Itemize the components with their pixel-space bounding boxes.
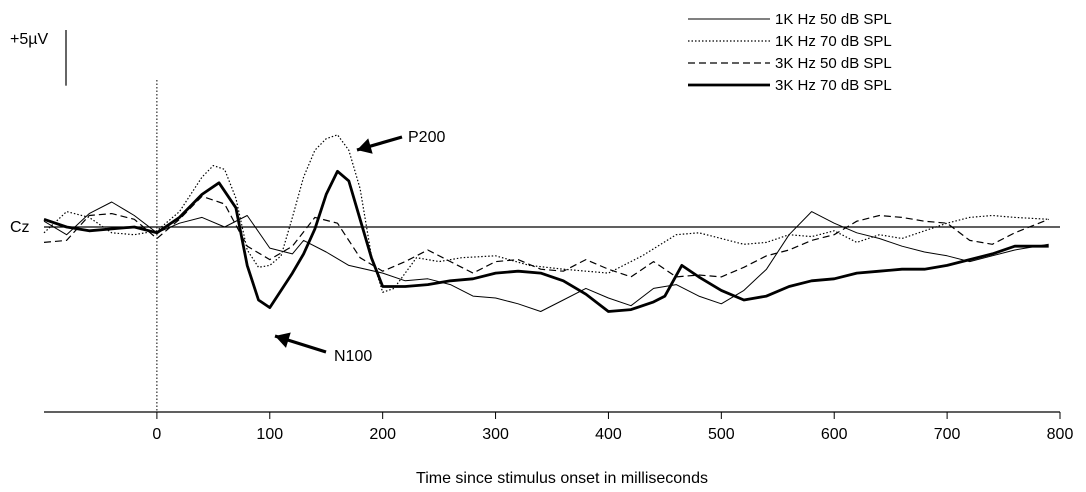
legend: 1K Hz 50 dB SPL 1K Hz 70 dB SPL 3K Hz 50 d… (688, 11, 892, 94)
channel-label: Cz (10, 219, 30, 236)
annotations: P200 N100 (275, 129, 445, 365)
x-axis: 0 100 200 300 400 500 600 700 800 (44, 412, 1073, 443)
plot-area (44, 30, 1060, 412)
scale-bar-label: +5µV (10, 31, 48, 48)
legend-label-2: 1K Hz 70 dB SPL (775, 33, 892, 50)
x-tick-label-800: 800 (1047, 426, 1074, 443)
x-tick-label-500: 500 (708, 426, 735, 443)
series-line-3 (44, 196, 1049, 277)
n100-label: N100 (334, 348, 372, 365)
x-tick-label-100: 100 (256, 426, 283, 443)
series-line-4 (44, 171, 1049, 311)
x-axis-title: Time since stimulus onset in millisecond… (416, 470, 708, 487)
x-tick-label-400: 400 (595, 426, 622, 443)
p200-label: P200 (408, 129, 445, 146)
legend-label-1: 1K Hz 50 dB SPL (775, 11, 892, 28)
x-tick-label-600: 600 (821, 426, 848, 443)
x-tick-label-0: 0 (152, 426, 161, 443)
p200-arrow-head (357, 138, 373, 153)
x-tick-label-700: 700 (934, 426, 961, 443)
legend-label-4: 3K Hz 70 dB SPL (775, 77, 892, 94)
legend-label-3: 3K Hz 50 dB SPL (775, 55, 892, 72)
series-line-1 (44, 202, 1049, 312)
x-tick-label-300: 300 (482, 426, 509, 443)
x-tick-label-200: 200 (369, 426, 396, 443)
